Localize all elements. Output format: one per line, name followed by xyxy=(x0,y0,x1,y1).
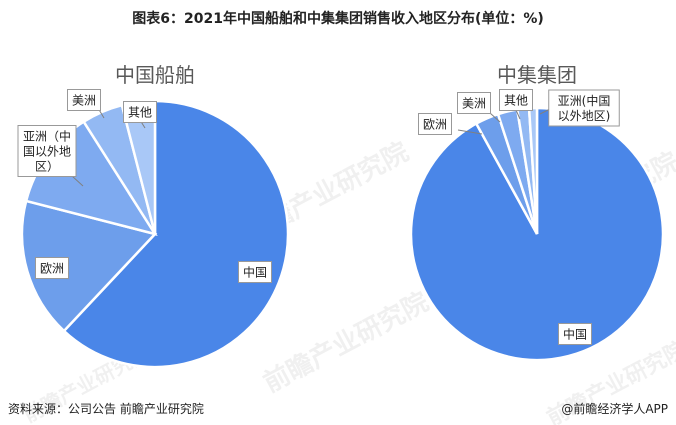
pie-slice xyxy=(20,199,158,333)
leader-line xyxy=(489,112,501,123)
slice-label-box xyxy=(558,323,592,345)
slice-label-text: 美洲 xyxy=(72,94,96,108)
slice-label-box xyxy=(67,89,101,111)
slice-label-box xyxy=(17,125,77,177)
slice-label-box xyxy=(418,113,452,135)
leader-line xyxy=(457,129,483,135)
slice-label-text: 中国 xyxy=(243,265,267,280)
slice-label-text: 欧洲 xyxy=(40,262,64,276)
figure-title: 图表6：2021年中国船舶和中集集团销售收入地区分布(单位：%) xyxy=(132,11,544,27)
pie-title: 中集集团 xyxy=(497,63,577,87)
slice-label-box xyxy=(238,261,272,283)
leader-line xyxy=(71,175,84,187)
source-note: 资料来源：公司公告 前瞻产业研究院 xyxy=(8,402,204,416)
slice-label-text: 区） xyxy=(35,160,59,174)
pie-title: 中国船舶 xyxy=(115,63,195,87)
slice-label-text: 亚洲（中 xyxy=(23,129,71,144)
slice-label-text: 亚洲(中国 xyxy=(558,93,611,108)
slice-label: 美洲 xyxy=(457,92,491,114)
pie-slice xyxy=(62,99,290,369)
slice-label-text: 欧洲 xyxy=(423,118,447,132)
leader-line xyxy=(515,109,521,120)
slice-label-box xyxy=(123,101,157,123)
slice-label-text: 其他 xyxy=(504,94,528,108)
watermark-text: 前瞻产业研究院 xyxy=(258,286,433,399)
slice-label-text: 中国 xyxy=(563,327,587,342)
slice-label: 中国 xyxy=(558,323,592,345)
slice-label: 中国 xyxy=(238,261,272,283)
slice-label-text: 国以外地 xyxy=(23,145,71,159)
slice-label-box xyxy=(457,92,491,114)
slice-label-text: 美洲 xyxy=(462,97,486,111)
credit-note: @前瞻经济学人APP xyxy=(561,402,668,416)
slice-label-text: 其他 xyxy=(128,106,152,120)
slice-label-box xyxy=(499,89,533,111)
slice-label: 其他 xyxy=(499,89,533,111)
slice-label: 欧洲 xyxy=(418,113,452,135)
slice-label-text: 以外地区) xyxy=(558,109,611,123)
slice-label-box xyxy=(548,89,620,127)
slice-label: 其他 xyxy=(123,101,157,123)
slice-label-box xyxy=(35,257,69,279)
slice-label: 欧洲 xyxy=(35,257,69,279)
slice-label: 美洲 xyxy=(67,89,101,111)
